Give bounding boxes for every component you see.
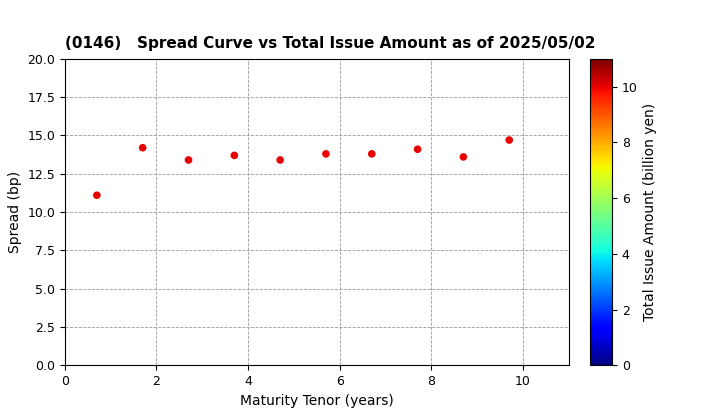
- Point: [91, 192, 103, 199]
- Point: [412, 146, 423, 152]
- Point: [320, 150, 332, 157]
- X-axis label: Maturity Tenor (years): Maturity Tenor (years): [240, 394, 394, 408]
- Point: [366, 150, 377, 157]
- Point: [274, 157, 286, 163]
- Y-axis label: Total Issue Amount (billion yen): Total Issue Amount (billion yen): [643, 103, 657, 321]
- Point: [503, 136, 515, 143]
- Point: [137, 144, 148, 151]
- Point: [183, 157, 194, 163]
- Y-axis label: Spread (bp): Spread (bp): [8, 171, 22, 253]
- Point: [458, 154, 469, 160]
- Point: [228, 152, 240, 159]
- Text: (0146)   Spread Curve vs Total Issue Amount as of 2025/05/02: (0146) Spread Curve vs Total Issue Amoun…: [65, 36, 595, 51]
